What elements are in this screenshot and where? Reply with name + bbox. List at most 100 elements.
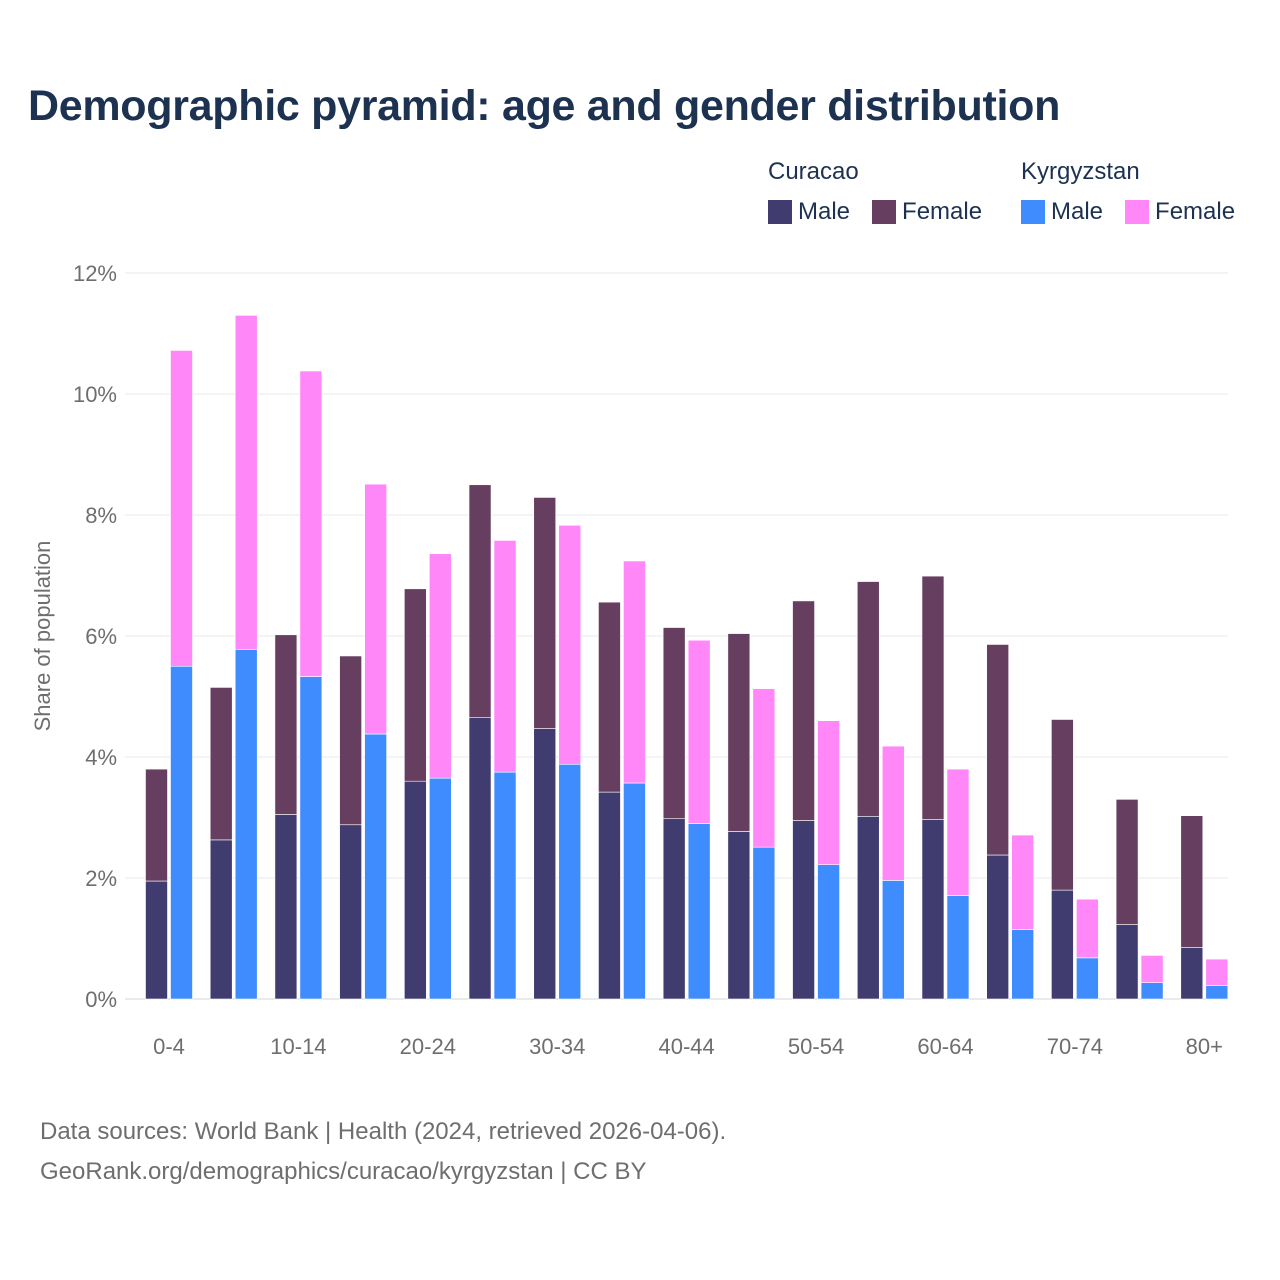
bar-kyrgyzstan-female-70-74[interactable] xyxy=(1076,898,1099,959)
bar-curacao-male-25-29[interactable] xyxy=(468,717,492,1000)
y-tick-label: 10% xyxy=(73,382,117,407)
bar-curacao-female-55-59[interactable] xyxy=(856,581,880,817)
footer: Data sources: World Bank | Health (2024,… xyxy=(40,1112,726,1192)
bar-kyrgyzstan-female-65-69[interactable] xyxy=(1011,834,1034,930)
y-tick-label: 8% xyxy=(85,503,117,528)
legend-label-kyrgyzstan-male: Male xyxy=(1051,198,1104,225)
legend-swatch-kyrgyzstan-male xyxy=(1021,200,1045,224)
bar-curacao-female-70-74[interactable] xyxy=(1051,719,1074,891)
bar-curacao-female-20-24[interactable] xyxy=(404,588,427,782)
bar-curacao-male-40-44[interactable] xyxy=(662,818,686,1000)
bar-kyrgyzstan-female-60-64[interactable] xyxy=(946,768,970,896)
legend-swatch-kyrgyzstan-female xyxy=(1125,200,1150,224)
bar-kyrgyzstan-female-40-44[interactable] xyxy=(687,639,711,824)
bar-kyrgyzstan-male-35-39[interactable] xyxy=(623,782,646,1000)
bar-kyrgyzstan-male-70-74[interactable] xyxy=(1076,957,1099,1000)
bar-kyrgyzstan-female-55-59[interactable] xyxy=(881,745,905,881)
legend-curacao: Curacao Male Female xyxy=(768,156,1004,226)
bar-kyrgyzstan-female-25-29[interactable] xyxy=(493,540,517,773)
legend-entry-curacao-female[interactable]: Female xyxy=(872,198,982,226)
bar-curacao-female-0-4[interactable] xyxy=(145,768,168,882)
bar-curacao-male-65-69[interactable] xyxy=(986,854,1009,1000)
bar-kyrgyzstan-female-0-4[interactable] xyxy=(170,350,193,667)
footer-url: GeoRank.org/demographics/curacao/kyrgyzs… xyxy=(40,1158,647,1185)
bar-kyrgyzstan-male-50-54[interactable] xyxy=(817,864,840,1000)
bar-curacao-male-55-59[interactable] xyxy=(856,815,880,1000)
bar-curacao-female-75-79[interactable] xyxy=(1115,799,1139,925)
bar-curacao-female-60-64[interactable] xyxy=(921,575,945,820)
bar-kyrgyzstan-male-40-44[interactable] xyxy=(687,823,711,1000)
bar-curacao-female-40-44[interactable] xyxy=(662,627,686,820)
bar-kyrgyzstan-female-30-34[interactable] xyxy=(558,524,582,765)
bar-kyrgyzstan-male-45-49[interactable] xyxy=(752,846,776,1000)
legend-entry-curacao-male[interactable]: Male xyxy=(768,198,850,226)
legend-group-title-kyrgyzstan: Kyrgyzstan xyxy=(1021,158,1140,185)
legend-swatch-curacao-male xyxy=(768,200,792,224)
bar-curacao-male-50-54[interactable] xyxy=(792,820,815,1000)
bar-kyrgyzstan-male-80+[interactable] xyxy=(1205,985,1229,1000)
bar-kyrgyzstan-male-55-59[interactable] xyxy=(881,880,905,1000)
y-axis-label: Share of population xyxy=(30,541,55,732)
bar-curacao-male-5-9[interactable] xyxy=(209,839,233,1000)
bar-curacao-female-25-29[interactable] xyxy=(468,484,492,718)
axes: 0% 2% 4% 6% 8% 10% 12% 0-4 10-14 20-24 30-34 40-44 5… xyxy=(73,261,1223,1059)
bar-kyrgyzstan-male-10-14[interactable] xyxy=(299,676,323,1000)
legend-entry-kyrgyzstan-male[interactable]: Male xyxy=(1021,198,1103,226)
bar-kyrgyzstan-female-35-39[interactable] xyxy=(623,560,646,784)
bar-curacao-male-60-64[interactable] xyxy=(921,819,945,1000)
bar-curacao-male-10-14[interactable] xyxy=(274,814,298,1000)
bar-kyrgyzstan-male-15-19[interactable] xyxy=(364,733,387,1000)
bar-kyrgyzstan-female-5-9[interactable] xyxy=(234,315,258,650)
bar-curacao-male-20-24[interactable] xyxy=(404,780,427,1000)
bar-kyrgyzstan-male-25-29[interactable] xyxy=(493,771,517,1000)
x-tick-label: 0-4 xyxy=(153,1034,185,1059)
bar-kyrgyzstan-male-0-4[interactable] xyxy=(170,665,193,1000)
bar-kyrgyzstan-male-30-34[interactable] xyxy=(558,763,582,1000)
bar-curacao-female-15-19[interactable] xyxy=(339,655,362,826)
legend-label-kyrgyzstan-female: Female xyxy=(1155,198,1236,225)
bar-curacao-male-45-49[interactable] xyxy=(727,831,751,1000)
bar-kyrgyzstan-female-80+[interactable] xyxy=(1205,958,1229,986)
bar-curacao-female-45-49[interactable] xyxy=(727,633,751,832)
y-tick-label: 12% xyxy=(73,261,117,286)
y-tick-label: 2% xyxy=(85,866,117,891)
bar-kyrgyzstan-male-75-79[interactable] xyxy=(1140,982,1164,1000)
bar-curacao-male-35-39[interactable] xyxy=(598,791,621,1000)
bar-curacao-female-35-39[interactable] xyxy=(598,601,621,793)
bar-curacao-male-70-74[interactable] xyxy=(1051,889,1074,1000)
bar-curacao-female-80+[interactable] xyxy=(1180,815,1204,948)
chart-plot-area: 0% 2% 4% 6% 8% 10% 12% 0-4 10-14 20-24 30-34 40-44 5… xyxy=(30,261,1229,1059)
x-tick-label: 60-64 xyxy=(917,1034,973,1059)
bar-kyrgyzstan-female-50-54[interactable] xyxy=(817,720,840,865)
bar-curacao-male-0-4[interactable] xyxy=(145,880,168,1000)
legend-swatch-curacao-female xyxy=(872,200,897,224)
bar-curacao-female-50-54[interactable] xyxy=(792,600,815,821)
bar-kyrgyzstan-male-65-69[interactable] xyxy=(1011,929,1034,1000)
bar-kyrgyzstan-female-10-14[interactable] xyxy=(299,370,323,677)
bar-kyrgyzstan-male-20-24[interactable] xyxy=(429,777,452,1000)
legend-group-title-curacao: Curacao xyxy=(768,158,859,185)
bar-kyrgyzstan-female-20-24[interactable] xyxy=(429,553,452,779)
bar-kyrgyzstan-female-45-49[interactable] xyxy=(752,688,776,848)
legend-kyrgyzstan: Kyrgyzstan Male Female xyxy=(1021,156,1257,226)
bar-curacao-male-75-79[interactable] xyxy=(1115,924,1139,1000)
chart-title: Demographic pyramid: age and gender dist… xyxy=(28,82,1061,130)
bar-kyrgyzstan-male-60-64[interactable] xyxy=(946,895,970,1000)
bar-curacao-female-65-69[interactable] xyxy=(986,644,1009,856)
y-tick-label: 0% xyxy=(85,987,117,1012)
bar-curacao-female-10-14[interactable] xyxy=(274,634,298,815)
bar-kyrgyzstan-female-15-19[interactable] xyxy=(364,483,387,735)
bar-curacao-male-80+[interactable] xyxy=(1180,947,1204,1000)
bar-kyrgyzstan-female-75-79[interactable] xyxy=(1140,955,1164,983)
x-tick-label: 80+ xyxy=(1186,1034,1223,1059)
footer-source: Data sources: World Bank | Health (2024,… xyxy=(40,1118,727,1145)
bar-curacao-female-30-34[interactable] xyxy=(533,497,557,729)
y-tick-label: 6% xyxy=(85,624,117,649)
bar-curacao-male-15-19[interactable] xyxy=(339,824,362,1000)
bar-curacao-female-5-9[interactable] xyxy=(209,687,233,841)
bars xyxy=(145,315,1229,1000)
bar-kyrgyzstan-male-5-9[interactable] xyxy=(234,649,258,1000)
y-tick-label: 4% xyxy=(85,745,117,770)
bar-curacao-male-30-34[interactable] xyxy=(533,728,557,1000)
legend-entry-kyrgyzstan-female[interactable]: Female xyxy=(1125,198,1235,226)
